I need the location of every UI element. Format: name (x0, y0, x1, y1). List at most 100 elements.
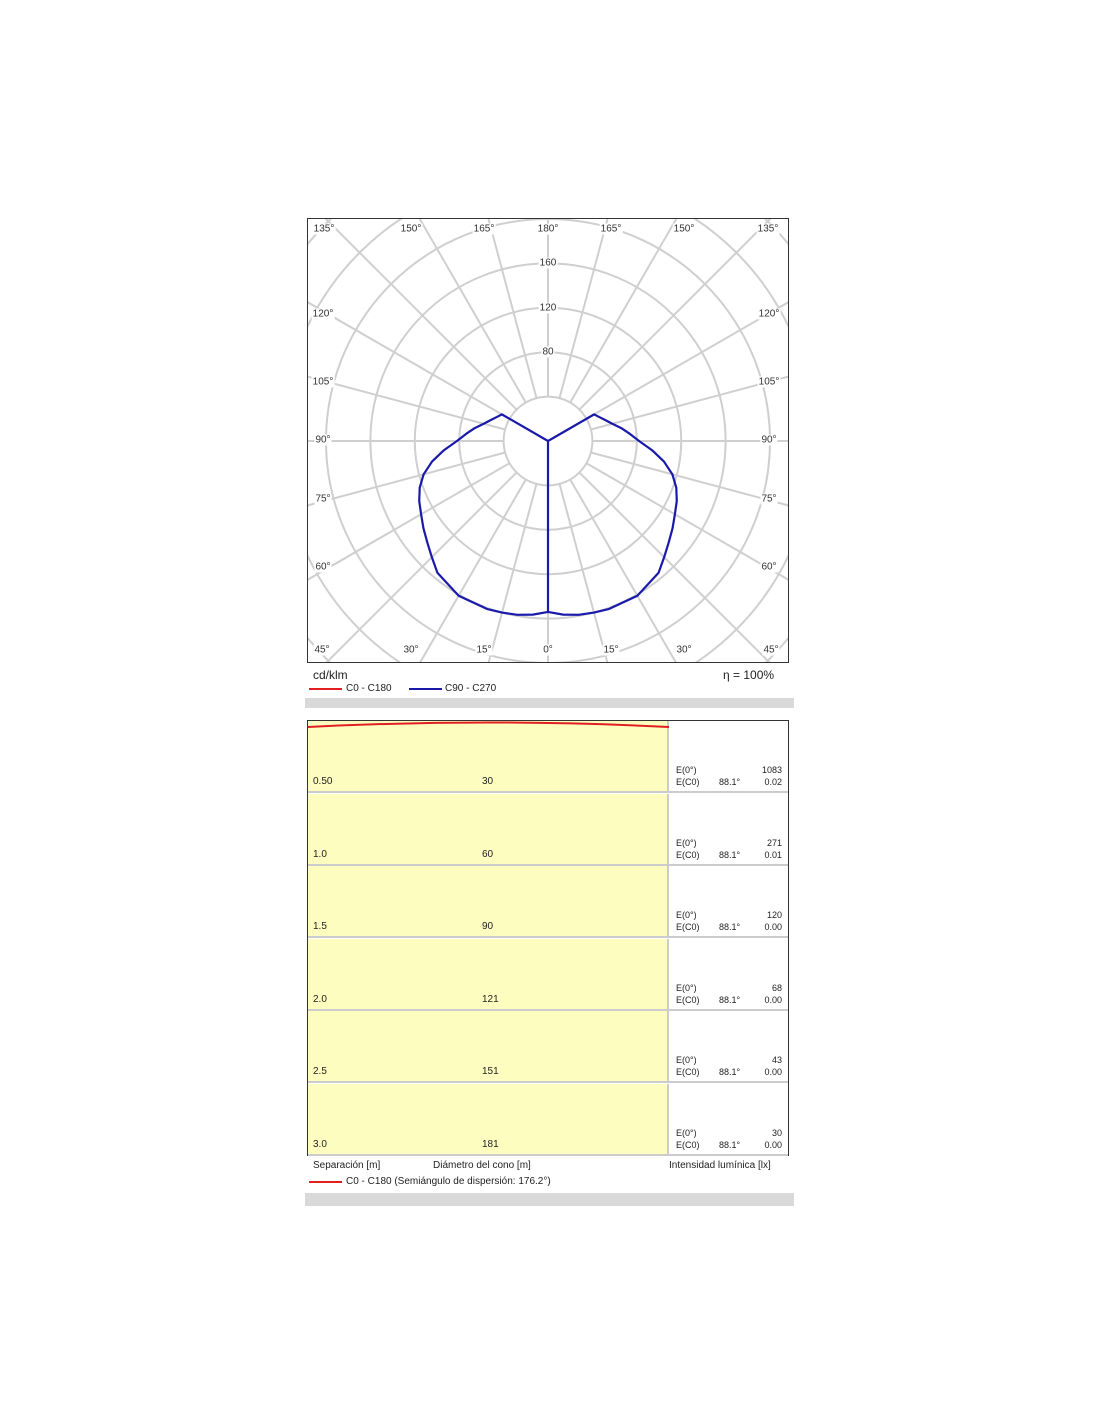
angle: 88.1° (719, 922, 741, 933)
ec0-value: 0.00 (764, 922, 782, 933)
cone-table: 0.50 30 E(0°) E(C0) 88.1° 1083 0.02 1.0 … (307, 720, 789, 1156)
angle-label-right: 60° (760, 561, 778, 573)
cone-area (308, 1011, 669, 1082)
radial-line (558, 483, 609, 662)
angle-label-left: 60° (314, 561, 332, 573)
radial-line (585, 462, 788, 581)
col-intensity: Intensidad lumínica [lx] (669, 1160, 771, 1171)
diameter: 30 (482, 776, 494, 787)
angle-label-right: 90° (760, 434, 778, 446)
cone-row: 2.5 151 E(0°) E(C0) 88.1° 43 0.00 (308, 1011, 788, 1084)
radial-line (324, 219, 518, 411)
e0-value: 30 (771, 1128, 782, 1138)
radial-line (419, 478, 527, 662)
ec0-label: E(C0) (676, 1067, 700, 1078)
legend-c90: C90 - C270 (445, 683, 497, 694)
polar-chart: 135° 45° 150° 30° 165° 15° 180° 0° 165° 15° 150° 30… (307, 218, 789, 663)
ec0-label: E(C0) (676, 849, 700, 860)
cone-row: 3.0 181 E(0°) E(C0) 88.1° 30 0.00 (308, 1084, 788, 1156)
e0-label: E(0°) (676, 910, 697, 921)
angle: 88.1° (719, 849, 741, 860)
col-separation: Separación [m] (313, 1160, 381, 1171)
angle: 88.1° (719, 1067, 741, 1078)
col-diameter: Diámetro del cono [m] (433, 1160, 531, 1171)
separation: 1.0 (313, 848, 327, 860)
diameter: 151 (482, 1066, 499, 1078)
angle-label-bottom: 30° (402, 644, 420, 656)
radial-tick-label: 80 (541, 346, 555, 358)
angle-label-bottom: 30° (675, 644, 693, 656)
cone-row: 1.5 90 E(0°) E(C0) 88.1° 120 0.00 (308, 866, 788, 939)
radial-line (308, 301, 511, 420)
diameter: 60 (482, 848, 494, 860)
angle-label-top: 135° (312, 223, 336, 235)
angle-label-right: 105° (757, 376, 781, 388)
radial-line (418, 219, 527, 404)
angle-label-right: 120° (757, 308, 781, 320)
angle-label-left: 120° (311, 308, 335, 320)
separation: 3.0 (313, 1139, 327, 1150)
radial-line (558, 219, 609, 399)
ec0-value: 0.00 (764, 994, 782, 1005)
ec0-value: 0.01 (764, 849, 782, 860)
angle: 88.1° (719, 994, 741, 1005)
diameter: 90 (482, 921, 494, 933)
radial-line (569, 219, 678, 404)
cone-area (308, 721, 669, 791)
e0-value: 120 (766, 910, 782, 921)
separation: 0.50 (313, 776, 333, 787)
radial-line (585, 301, 788, 420)
radial-line (569, 478, 677, 662)
angle-label-left: 75° (314, 493, 332, 505)
legend-c0: C0 - C180 (346, 683, 392, 694)
radial-line (578, 219, 772, 411)
cone-row: 1.0 60 E(0°) E(C0) 88.1° 271 0.01 (308, 793, 788, 866)
e0-label: E(0°) (676, 1055, 697, 1066)
e0-value: 1083 (761, 765, 782, 775)
radial-line (308, 462, 511, 581)
angle-label-bottom: 15° (475, 644, 493, 656)
ec0-label: E(C0) (676, 922, 700, 933)
cone-area (308, 866, 669, 937)
ec0-value: 0.00 (764, 1140, 782, 1150)
separation: 2.0 (313, 993, 327, 1005)
angle-label-top: 180° (536, 223, 560, 235)
angle-label-bottom: 15° (602, 644, 620, 656)
cone-area (308, 1084, 669, 1154)
e0-value: 43 (771, 1055, 782, 1066)
radial-tick-label: 120 (538, 302, 558, 314)
unit-label: cd/klm (313, 668, 348, 682)
angle-label-bottom: 45° (762, 644, 780, 656)
angle-label-top: 150° (399, 223, 423, 235)
e0-label: E(0°) (676, 982, 697, 993)
separation: 2.5 (313, 1066, 327, 1078)
separator-band-bottom (305, 1193, 794, 1206)
angle-label-top: 150° (672, 223, 696, 235)
diameter: 181 (482, 1139, 499, 1150)
radial-line (487, 219, 538, 399)
series-c90-c270 (418, 413, 678, 616)
cone-row: 0.50 30 E(0°) E(C0) 88.1° 1083 0.02 (308, 721, 788, 793)
radial-line (590, 451, 788, 507)
angle-label-bottom: 45° (313, 644, 331, 656)
cone-area (308, 793, 669, 864)
radial-line (308, 375, 506, 431)
cone-row: 2.0 121 E(0°) E(C0) 88.1° 68 0.00 (308, 938, 788, 1011)
cone-c0-curve (308, 721, 670, 728)
e0-label: E(0°) (676, 765, 697, 775)
separation: 1.5 (313, 921, 327, 933)
diameter: 121 (482, 993, 499, 1005)
ec0-label: E(C0) (676, 1140, 700, 1150)
angle-label-top: 165° (599, 223, 623, 235)
angle: 88.1° (719, 777, 741, 787)
angle-label-bottom: 0° (542, 644, 554, 656)
cone-area (308, 938, 669, 1009)
legend-swatch-c0 (309, 688, 342, 690)
separator-band (305, 698, 794, 708)
e0-value: 68 (771, 982, 782, 993)
polar-plot (308, 219, 788, 662)
angle-label-right: 75° (760, 493, 778, 505)
angle: 88.1° (719, 1140, 741, 1150)
angle-label-top: 135° (756, 223, 780, 235)
